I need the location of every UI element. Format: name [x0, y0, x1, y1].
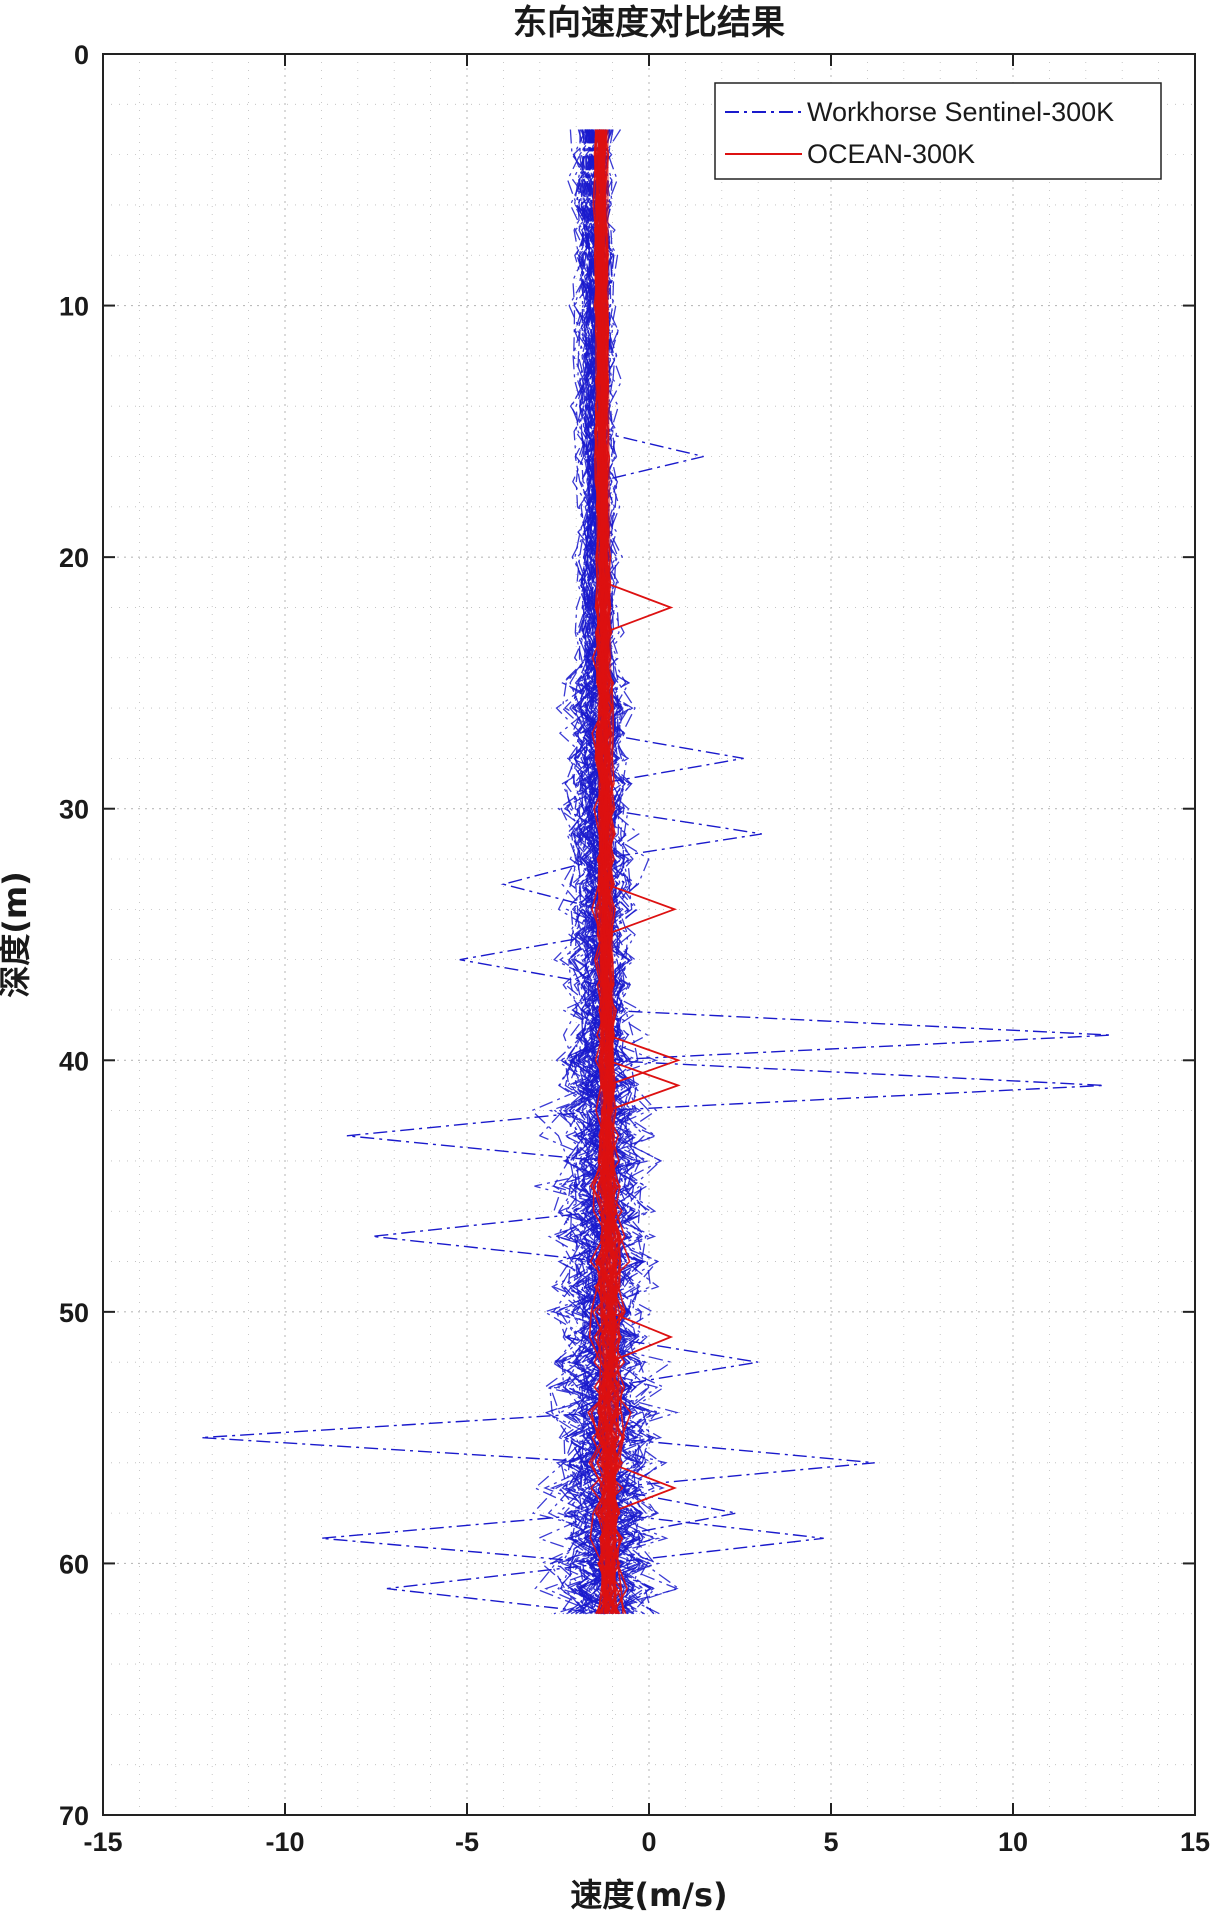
workhorse-excursion-line: [321, 1512, 606, 1565]
workhorse-profile-line: [557, 129, 657, 1615]
workhorse-excursion-line: [597, 430, 704, 483]
x-tick-label: 5: [823, 1827, 838, 1857]
legend-label-workhorse: Workhorse Sentinel-300K: [807, 97, 1114, 127]
workhorse-excursion-line: [500, 858, 601, 910]
y-axis-label: 深度(m): [0, 871, 34, 998]
workhorse-excursion-line: [599, 732, 744, 785]
x-tick-label: 0: [641, 1827, 656, 1857]
ocean-excursion-line: [603, 581, 674, 634]
workhorse-excursion-line: [599, 808, 762, 860]
ocean-excursion-line: [608, 1461, 678, 1514]
y-tick-label: 40: [59, 1046, 89, 1076]
ocean-mean-band: [594, 129, 616, 1614]
workhorse-profile-line: [550, 129, 629, 1615]
ocean-excursion-line: [606, 1034, 681, 1087]
grid-layer: [103, 54, 1195, 1815]
x-tick-label: 10: [998, 1827, 1028, 1857]
legend-box: [714, 82, 1162, 180]
y-tick-label: 30: [59, 795, 89, 825]
chart-title: 东向速度对比结果: [513, 3, 785, 43]
y-tick-label: 20: [59, 543, 89, 573]
workhorse-profile-line: [559, 129, 660, 1614]
y-tick-label: 50: [59, 1298, 89, 1328]
workhorse-profile-line: [561, 129, 642, 1615]
workhorse-excursion-line: [386, 1562, 606, 1615]
x-tick-label: -15: [83, 1827, 122, 1857]
workhorse-profile-line: [560, 129, 679, 1615]
legend: Workhorse Sentinel-300K OCEAN-300K: [714, 82, 1162, 180]
y-tick-label: 70: [59, 1801, 89, 1831]
workhorse-profile-line: [576, 129, 663, 1614]
workhorse-excursion-line: [604, 1487, 737, 1539]
workhorse-excursion-line: [372, 1210, 604, 1263]
workhorse-excursion-line: [459, 933, 602, 986]
data-layer: [201, 129, 1112, 1615]
legend-label-ocean: OCEAN-300K: [807, 139, 975, 169]
workhorse-excursion-line: [346, 1109, 603, 1162]
ocean-excursion-line: [606, 1059, 681, 1112]
workhorse-profile-line: [569, 129, 661, 1615]
text-layer: 东向速度对比结果 速度(m/s) 深度(m): [0, 3, 785, 1914]
y-tick-label: 0: [74, 40, 89, 70]
workhorse-excursion-line: [604, 1436, 875, 1489]
workhorse-profile-line: [563, 129, 631, 1614]
x-tick-label: 15: [1180, 1827, 1210, 1857]
x-tick-label: -5: [455, 1827, 479, 1857]
x-tick-label: -10: [265, 1827, 304, 1857]
workhorse-excursion-line: [601, 1059, 1105, 1112]
x-axis-label: 速度(m/s): [570, 1876, 727, 1914]
ocean-excursion-line: [605, 883, 678, 936]
workhorse-profile-line: [565, 129, 681, 1615]
workhorse-profile-line: [534, 129, 651, 1615]
workhorse-profile-line: [553, 129, 656, 1615]
workhorse-excursion-line: [601, 1009, 1112, 1061]
workhorse-excursion-line: [605, 1512, 824, 1565]
workhorse-profile-line: [569, 129, 657, 1615]
workhorse-profile-line: [538, 129, 630, 1615]
y-tick-label: 10: [59, 292, 89, 322]
workhorse-excursion-line: [603, 1336, 759, 1388]
y-tick-label: 60: [59, 1549, 89, 1579]
ocean-excursion-line: [608, 1311, 674, 1364]
axes-layer: -15 -10 -5 0 5 10 15 0 10 20 30 40 50 60 70: [59, 40, 1210, 1857]
